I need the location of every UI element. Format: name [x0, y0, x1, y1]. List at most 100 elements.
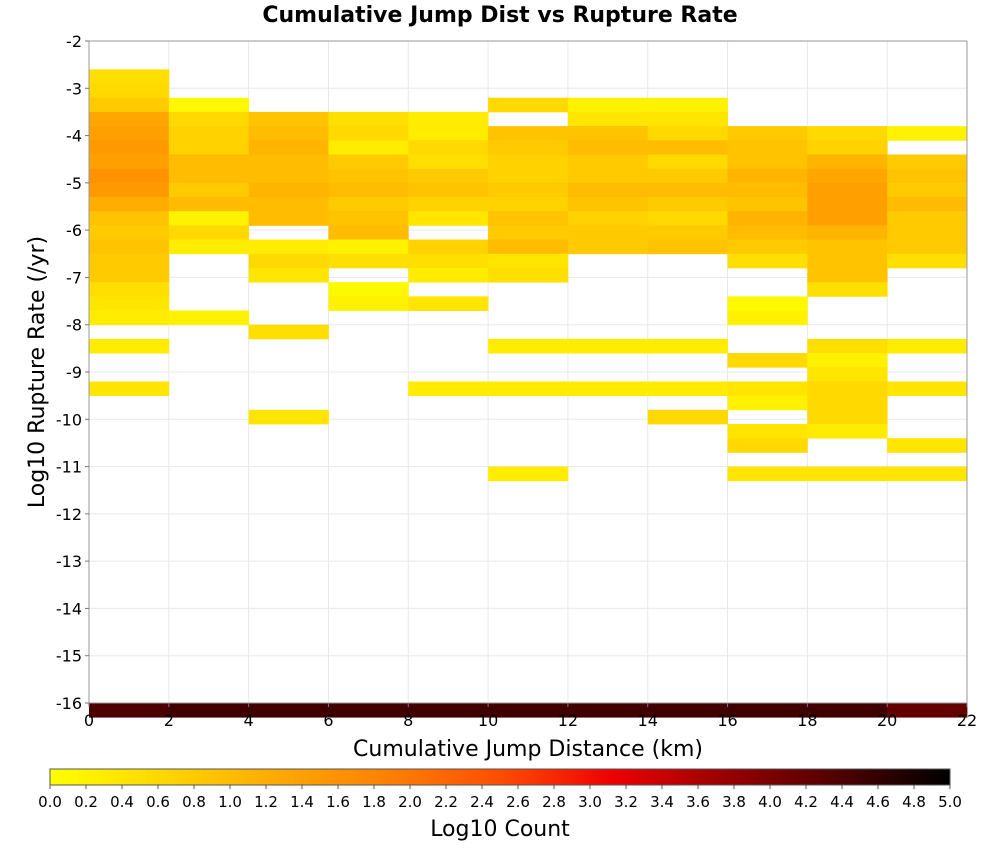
- heatmap-cell: [248, 111, 329, 127]
- heatmap-cell: [248, 126, 329, 141]
- x-tick-label: 2: [164, 711, 174, 730]
- y-tick-label: -8: [66, 316, 82, 335]
- heatmap-cell: [727, 182, 808, 198]
- heatmap-cell: [248, 197, 329, 212]
- heatmap-cell: [807, 253, 888, 269]
- heatmap-cell: [488, 154, 569, 170]
- heatmap-cell: [488, 253, 569, 269]
- heatmap-cell: [168, 140, 250, 155]
- heatmap-cell: [488, 338, 569, 354]
- heatmap-cell: [328, 140, 409, 155]
- heatmap-cell: [567, 381, 649, 397]
- colorbar-tick-label: 5.0: [938, 793, 962, 811]
- heatmap-cell: [567, 111, 649, 127]
- heatmap-cell: [727, 211, 808, 226]
- heatmap-cell: [727, 140, 808, 155]
- y-axis-ticks: -2 -3 -4 -5 -6 -7 -8 -9 -10 -11 -12 -13 -14 -15 -16: [56, 32, 89, 713]
- heatmap-cell: [887, 253, 968, 269]
- heatmap-cell: [328, 126, 409, 141]
- colorbar-tick-label: 1.2: [254, 793, 278, 811]
- heatmap-cell: [168, 197, 250, 212]
- heatmap-cell: [89, 253, 170, 269]
- colorbar-tick-label: 4.6: [866, 793, 890, 811]
- heatmap-cell: [408, 267, 489, 283]
- y-tick-label: -5: [66, 174, 82, 193]
- colorbar-tick-label: 0.2: [74, 793, 98, 811]
- colorbar-tick-label: 2.4: [470, 793, 494, 811]
- heatmap-cell: [328, 154, 409, 170]
- x-tick-label: 10: [478, 711, 498, 730]
- colorbar-tick-label: 3.2: [614, 793, 638, 811]
- heatmap-cell: [89, 182, 170, 198]
- heatmap-cell: [408, 703, 489, 718]
- x-tick-label: 0: [84, 711, 94, 730]
- colorbar-tick-label: 2.6: [506, 793, 530, 811]
- heatmap-cell: [248, 140, 329, 155]
- colorbar: [49, 768, 951, 786]
- heatmap-cell: [647, 182, 728, 198]
- heatmap-cell: [807, 395, 888, 411]
- heatmap-cell: [807, 409, 888, 425]
- heatmap-cell: [807, 367, 888, 382]
- heatmap-cell: [807, 466, 888, 482]
- x-tick-label: 4: [244, 711, 254, 730]
- heatmap-cell: [488, 182, 569, 198]
- heatmap-cell: [567, 168, 649, 184]
- heatmap-cell: [328, 239, 409, 255]
- heatmap-cell: [647, 97, 728, 113]
- heatmap-cells: [89, 69, 968, 718]
- colorbar-tick-label: 4.0: [758, 793, 782, 811]
- heatmap-cell: [727, 154, 808, 170]
- heatmap-cell: [488, 97, 569, 113]
- heatmap-cell: [168, 111, 250, 127]
- heatmap-cell: [647, 239, 728, 255]
- heatmap-cell: [89, 282, 170, 297]
- heatmap-cell: [248, 182, 329, 198]
- heatmap-cell: [168, 154, 250, 170]
- heatmap-cell: [647, 140, 728, 155]
- y-tick-label: -4: [66, 127, 82, 146]
- heatmap-cell: [168, 182, 250, 198]
- heatmap-cell: [567, 703, 649, 718]
- heatmap-cell: [168, 126, 250, 141]
- heatmap-cell: [488, 211, 569, 226]
- heatmap-cell: [807, 197, 888, 212]
- colorbar-tick-label: 0.6: [146, 793, 170, 811]
- chart-title: Cumulative Jump Dist vs Rupture Rate: [262, 3, 737, 28]
- y-tick-label: -6: [66, 221, 82, 240]
- heatmap-cell: [488, 126, 569, 141]
- heatmap-cell: [567, 182, 649, 198]
- heatmap-cell: [647, 338, 728, 354]
- heatmap-cell: [488, 239, 569, 255]
- heatmap-cell: [408, 253, 489, 269]
- heatmap-cell: [887, 239, 968, 255]
- heatmap-cell: [248, 154, 329, 170]
- heatmap-cell: [168, 225, 250, 240]
- heatmap-cell: [887, 197, 968, 212]
- heatmap-cell: [807, 353, 888, 368]
- heatmap-cell: [807, 140, 888, 155]
- y-axis-label: Log10 Rupture Rate (/yr): [25, 236, 50, 508]
- heatmap-cell: [807, 267, 888, 283]
- heatmap-cell: [807, 282, 888, 297]
- x-tick-label: 14: [638, 711, 658, 730]
- x-axis-ticks: 0 2 4 6 8 10 12 14 16 18 20 22: [84, 703, 977, 730]
- heatmap-cell: [488, 703, 569, 718]
- heatmap-cell: [248, 239, 329, 255]
- heatmap-cell: [408, 140, 489, 155]
- heatmap-cell: [567, 140, 649, 155]
- colorbar-tick-label: 2.2: [434, 793, 458, 811]
- heatmap-cell: [168, 211, 250, 226]
- heatmap-cell: [807, 168, 888, 184]
- heatmap-cell: [488, 267, 569, 283]
- heatmap-cell: [887, 182, 968, 198]
- colorbar-tick-label: 1.6: [326, 793, 350, 811]
- heatmap-cell: [89, 381, 170, 397]
- heatmap-cell: [408, 168, 489, 184]
- heatmap-cell: [89, 239, 170, 255]
- heatmap-cell: [168, 310, 250, 326]
- heatmap-cell: [408, 211, 489, 226]
- colorbar-tick-label: 1.0: [218, 793, 242, 811]
- heatmap-cell: [89, 154, 170, 170]
- heatmap-cell: [89, 225, 170, 240]
